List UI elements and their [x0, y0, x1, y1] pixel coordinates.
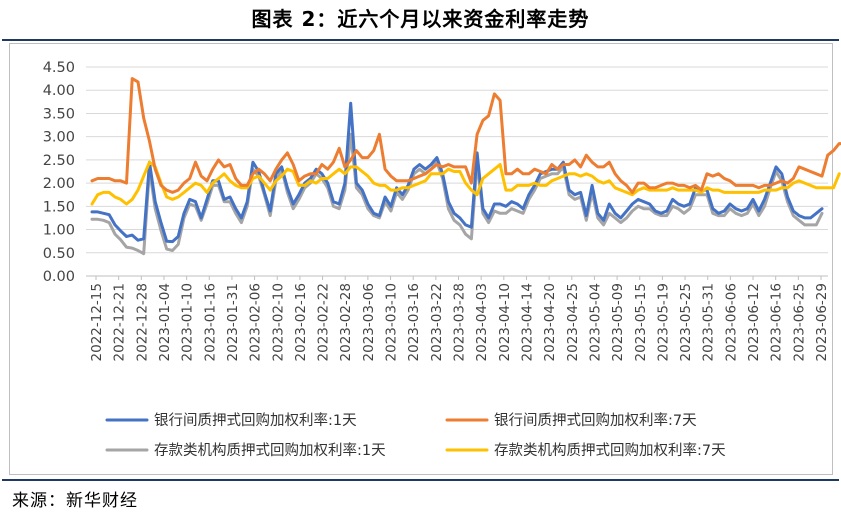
y-tick-label: 1.50 [43, 199, 75, 215]
title-rule [2, 39, 839, 41]
x-tick-label: 2023-04-10 [497, 283, 513, 361]
y-tick-label: 3.00 [43, 130, 75, 146]
y-tick-label: 3.50 [43, 106, 75, 122]
x-tick-label: 2023-04-20 [542, 283, 558, 361]
series-line-2 [90, 132, 824, 256]
x-tick-label: 2023-02-10 [270, 283, 286, 361]
x-tick-label: 2023-02-28 [338, 283, 354, 361]
legend-label: 银行间质押式回购加权利率:7天 [494, 412, 697, 429]
x-tick-label: 2023-01-31 [225, 283, 241, 361]
y-tick-label: 2.50 [43, 153, 75, 169]
y-axis-ticks: 0.00 0.50 1.00 1.50 2.00 2.50 3.00 3.50 4.00 4.50 [43, 60, 75, 285]
y-tick-label: 4.00 [43, 83, 75, 99]
x-tick-label: 2023-06-29 [814, 283, 830, 361]
x-tick-label: 2023-05-19 [655, 283, 671, 361]
x-tick-label: 2023-05-25 [678, 283, 694, 361]
y-tick-label: 4.50 [43, 60, 75, 76]
x-tick-label: 2022-12-21 [112, 283, 128, 361]
x-tick-label: 2023-06-06 [723, 283, 739, 361]
x-tick-label: 2023-05-09 [610, 283, 626, 361]
x-tick-label: 2023-03-28 [452, 283, 468, 361]
legend-label: 存款类机构质押式回购加权利率:7天 [494, 442, 726, 459]
legend: 银行间质押式回购加权利率:1天 银行间质押式回购加权利率:7天存款类机构质押式回购… [105, 412, 726, 459]
x-tick-label: 2023-05-04 [587, 283, 603, 361]
x-tick-label: 2023-04-03 [474, 283, 490, 361]
y-tick-label: 0.50 [43, 246, 75, 262]
x-tick-label: 2023-06-12 [746, 283, 762, 361]
x-tick-label: 2022-12-28 [134, 283, 150, 361]
x-axis-tick-marks [95, 276, 822, 280]
x-axis-ticks: 2022-12-15 2022-12-21 2022-12-28 2023-01-04… [89, 283, 830, 361]
chart-frame [9, 43, 833, 475]
x-tick-label: 2023-03-10 [384, 283, 400, 361]
x-tick-label: 2023-02-22 [316, 283, 332, 361]
series-lines [90, 77, 841, 256]
x-tick-label: 2023-01-10 [180, 283, 196, 361]
x-tick-label: 2023-05-31 [701, 283, 717, 361]
x-tick-label: 2023-06-16 [769, 283, 785, 361]
x-tick-label: 2023-01-04 [157, 283, 173, 361]
y-tick-label: 1.00 [43, 223, 75, 239]
legend-label: 银行间质押式回购加权利率:1天 [154, 412, 357, 429]
source-note: 来源：新华财经 [12, 491, 138, 511]
y-tick-label: 2.00 [43, 176, 75, 192]
legend-label: 存款类机构质押式回购加权利率:1天 [154, 442, 386, 459]
x-tick-label: 2023-04-14 [519, 283, 535, 361]
x-tick-label: 2023-05-15 [633, 283, 649, 361]
x-tick-label: 2023-03-16 [406, 283, 422, 361]
x-tick-label: 2023-03-06 [361, 283, 377, 361]
x-tick-label: 2023-04-25 [565, 283, 581, 361]
chart-title: 图表 2：近六个月以来资金利率走势 [251, 7, 590, 31]
series-line-3 [90, 160, 841, 206]
x-tick-label: 2023-03-22 [429, 283, 445, 361]
x-tick-label: 2023-02-06 [248, 283, 264, 361]
series-line-1 [90, 77, 841, 194]
y-tick-label: 0.00 [43, 269, 75, 285]
x-tick-label: 2023-06-25 [791, 283, 807, 361]
x-tick-label: 2023-01-16 [202, 283, 218, 361]
line-chart: 0.00 0.50 1.00 1.50 2.00 2.50 3.00 3.50 4.00 4.50… [43, 60, 841, 459]
footer-rule [2, 479, 839, 481]
x-tick-label: 2022-12-15 [89, 283, 105, 361]
x-tick-label: 2023-02-16 [293, 283, 309, 361]
